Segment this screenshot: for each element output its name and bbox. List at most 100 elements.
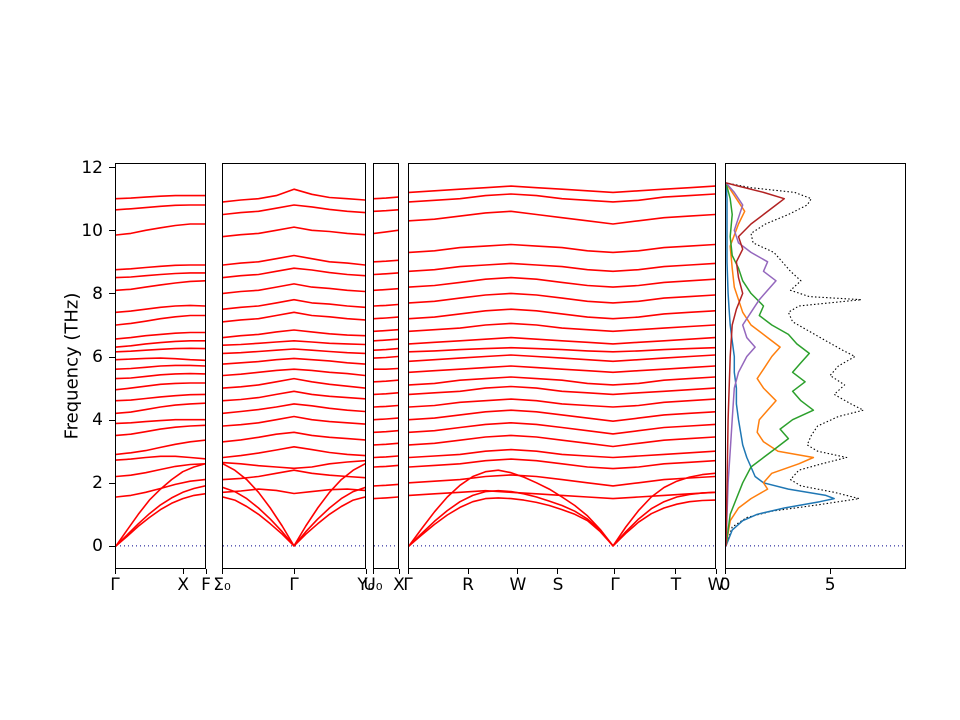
phonon-band bbox=[409, 469, 715, 547]
phonon-band bbox=[409, 185, 715, 194]
phonon-band bbox=[223, 329, 365, 339]
phonon-band bbox=[116, 462, 205, 478]
phonon-band bbox=[374, 338, 398, 342]
x-tick-label: 5 bbox=[824, 575, 836, 595]
phonon-band bbox=[409, 365, 715, 374]
x-tick bbox=[517, 569, 519, 574]
phonon-band bbox=[409, 292, 715, 304]
phonon-band bbox=[116, 485, 205, 547]
x-tick-label: R bbox=[462, 575, 474, 595]
x-tick-label: Y₀ bbox=[357, 575, 375, 595]
phonon-band bbox=[116, 194, 205, 200]
phonon-band bbox=[409, 409, 715, 423]
x-tick-label: W bbox=[707, 575, 725, 595]
segment-gamma-r-w-s-gamma-t-w-plot bbox=[409, 185, 715, 547]
phonon-band bbox=[223, 462, 365, 547]
phonon-band bbox=[223, 204, 365, 216]
segment-u0-x-plot bbox=[374, 196, 398, 547]
y-tick-label: 10 bbox=[81, 220, 103, 241]
x-tick-label: Γ bbox=[289, 575, 299, 595]
phonon-band bbox=[223, 340, 365, 346]
phonon-band bbox=[223, 298, 365, 310]
x-tick-label: Γ bbox=[403, 575, 413, 595]
phonon-band bbox=[223, 188, 365, 203]
phonon-band bbox=[223, 348, 365, 355]
phonon-band bbox=[409, 376, 715, 386]
phonon-band bbox=[374, 442, 398, 446]
y-tick bbox=[109, 293, 115, 295]
x-tick-label: X bbox=[393, 575, 405, 595]
phonon-band bbox=[409, 421, 715, 435]
phonon-band bbox=[409, 193, 715, 203]
phonon-band bbox=[116, 393, 205, 402]
phonon-band bbox=[409, 336, 715, 345]
phonon-band bbox=[409, 489, 715, 547]
phonon-band bbox=[374, 483, 398, 487]
phonon-band bbox=[374, 464, 398, 468]
phonon-band bbox=[409, 243, 715, 254]
phonon-band bbox=[374, 379, 398, 383]
segment-sigma0-gamma-y0-plot bbox=[223, 188, 365, 547]
phonon-band bbox=[223, 431, 365, 443]
phonon-band bbox=[409, 448, 715, 459]
y-tick-label: 6 bbox=[92, 347, 103, 368]
x-tick bbox=[557, 569, 559, 574]
phonon-band bbox=[223, 415, 365, 427]
phonon-band bbox=[223, 488, 365, 495]
band-panel-segment-3 bbox=[373, 163, 399, 569]
phonon-band bbox=[374, 287, 398, 292]
phonon-band bbox=[374, 208, 398, 213]
phonon-band bbox=[116, 204, 205, 211]
y-tick-label: 0 bbox=[92, 536, 103, 557]
phonon-band bbox=[116, 455, 205, 461]
phonon-band bbox=[116, 364, 205, 370]
x-tick bbox=[365, 569, 367, 574]
phonon-band bbox=[116, 418, 205, 425]
y-tick bbox=[109, 545, 115, 547]
x-tick-label: Σ₀ bbox=[213, 575, 231, 595]
phonon-band bbox=[374, 417, 398, 421]
phonon-band bbox=[116, 382, 205, 391]
x-tick-label: 0 bbox=[719, 575, 731, 595]
phonon-band bbox=[116, 223, 205, 236]
x-tick bbox=[467, 569, 469, 574]
y-tick-label: 8 bbox=[92, 283, 103, 304]
phonon-band bbox=[223, 283, 365, 295]
phonon-band bbox=[116, 439, 205, 456]
x-tick bbox=[829, 569, 831, 574]
phonon-band bbox=[374, 404, 398, 408]
phonon-band bbox=[409, 434, 715, 448]
phonon-band bbox=[116, 264, 205, 271]
pdos-4-curve bbox=[726, 182, 777, 546]
x-tick-label: Γ bbox=[110, 575, 120, 595]
y-tick bbox=[109, 167, 115, 169]
x-tick bbox=[715, 569, 717, 574]
y-tick bbox=[109, 482, 115, 484]
y-tick-label: 2 bbox=[92, 473, 103, 494]
phonon-band bbox=[409, 398, 715, 408]
phonon-band bbox=[116, 402, 205, 415]
phonon-band bbox=[374, 496, 398, 500]
phonon-band bbox=[409, 474, 715, 487]
x-tick bbox=[114, 569, 116, 574]
phonon-band bbox=[223, 459, 365, 470]
phonon-band bbox=[116, 492, 205, 547]
x-tick bbox=[205, 569, 207, 574]
phonon-band bbox=[223, 496, 365, 547]
dos-plot bbox=[726, 182, 905, 547]
phonon-band bbox=[409, 276, 715, 288]
phonon-band bbox=[223, 254, 365, 266]
phonon-band bbox=[116, 372, 205, 380]
phonon-band bbox=[223, 377, 365, 389]
phonon-band bbox=[409, 354, 715, 363]
phonon-band bbox=[223, 226, 365, 238]
y-tick bbox=[109, 419, 115, 421]
phonon-band bbox=[116, 304, 205, 314]
phonon-band bbox=[223, 469, 365, 481]
phonon-band bbox=[116, 272, 205, 279]
phonon-band bbox=[374, 229, 398, 235]
y-tick bbox=[109, 230, 115, 232]
segment-gamma-x-f-plot bbox=[116, 194, 205, 547]
phonon-band bbox=[116, 340, 205, 348]
